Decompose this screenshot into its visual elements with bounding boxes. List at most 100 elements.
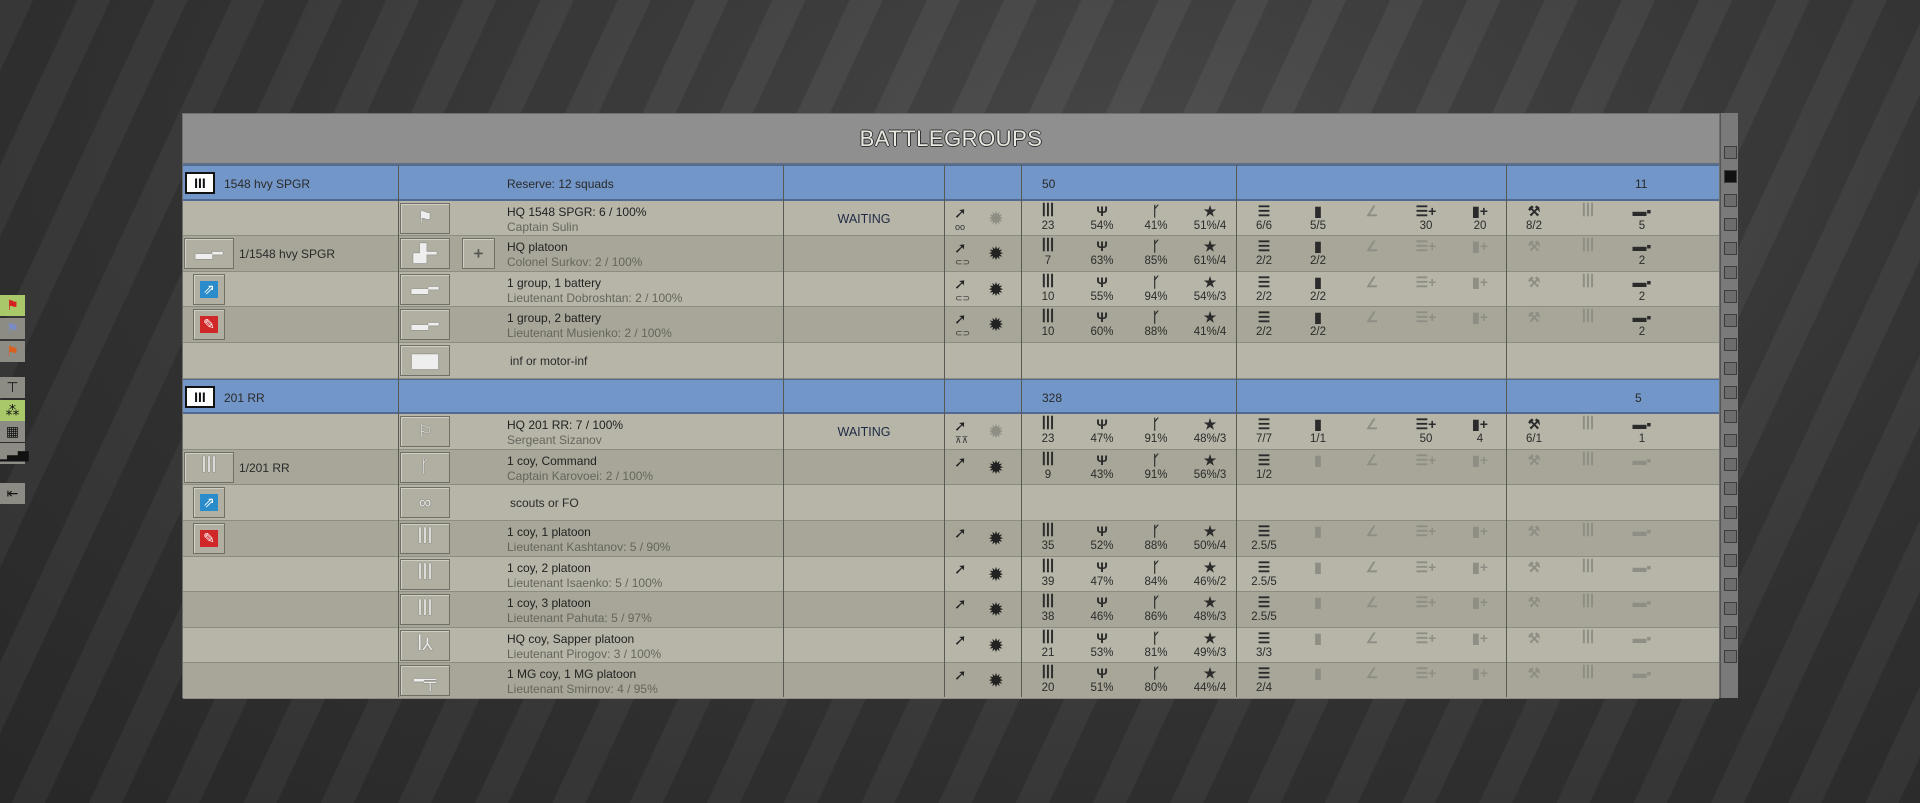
toolbar-button[interactable]: ⇤: [0, 483, 25, 504]
unit-type-button[interactable]: ▬━: [400, 273, 450, 305]
fire-order-icon[interactable]: ✹: [988, 457, 1004, 479]
toolbar-button[interactable]: ⚑: [0, 318, 25, 339]
move-order-icon[interactable]: ➚: [954, 596, 967, 614]
stat-ammo-supply: ☰+: [1399, 559, 1453, 575]
move-order-icon[interactable]: ➚: [954, 631, 967, 649]
scroll-step[interactable]: [1724, 338, 1737, 351]
fire-order-icon[interactable]: ✹: [988, 422, 1004, 444]
move-order-icon[interactable]: ➚: [954, 667, 967, 685]
scroll-step[interactable]: [1724, 626, 1737, 639]
unit-type-button[interactable]: ꟾꟾꟾ: [400, 558, 450, 590]
unit-row[interactable]: ✎ ▬━ 1 group, 2 battery Lieutenant Musienko…: [183, 307, 1719, 343]
scroll-step[interactable]: [1724, 578, 1737, 591]
toolbar-button[interactable]: ⚑: [0, 341, 25, 362]
artillery-icon: ∠: [1365, 202, 1379, 219]
fire-order-icon[interactable]: ✹: [988, 208, 1004, 230]
unit-button[interactable]: ▬━: [184, 238, 234, 270]
move-order-icon[interactable]: ➚: [954, 240, 967, 258]
export-button[interactable]: ⇗: [193, 273, 225, 305]
move-order-icon[interactable]: ➚: [954, 418, 967, 436]
scroll-step[interactable]: [1724, 314, 1737, 327]
toolbar-button[interactable]: ⁂: [0, 400, 25, 421]
scroll-step[interactable]: [1724, 434, 1737, 447]
add-button[interactable]: +: [462, 238, 495, 270]
scroll-step[interactable]: [1724, 362, 1737, 375]
move-order-icon[interactable]: ➚: [954, 275, 967, 293]
move-order-icon[interactable]: ➚: [954, 453, 967, 471]
group-header[interactable]: III 201 RR 328 5: [183, 378, 1719, 415]
scroll-step[interactable]: [1724, 650, 1737, 663]
red-flag-icon: ⚑: [6, 297, 19, 313]
stat-ammo-supply: ☰+: [1399, 238, 1453, 254]
fire-order-icon[interactable]: ✹: [988, 564, 1004, 586]
unit-type-button[interactable]: ⚑: [400, 202, 450, 234]
unit-type-button[interactable]: ∞: [400, 487, 450, 519]
unit-row[interactable]: ꟾ⅄ HQ coy, Sapper platoon Lieutenant Pirog…: [183, 627, 1719, 664]
scroll-step[interactable]: [1724, 458, 1737, 471]
stat-value: 3/3: [1256, 646, 1272, 659]
unit-type-button[interactable]: ▆▆: [400, 344, 450, 376]
fire-order-icon[interactable]: ✹: [988, 528, 1004, 550]
unit-leader: Colonel Surkov: 2 / 100%: [507, 255, 643, 270]
unit-row[interactable]: ⇗ ▬━ 1 group, 1 battery Lieutenant Dobrosht…: [183, 271, 1719, 308]
unit-row[interactable]: ⚐ HQ 201 RR: 7 / 100% Sergeant Sizanov WAIT…: [183, 414, 1719, 450]
scroll-step[interactable]: [1724, 554, 1737, 567]
stat-value: 6/1: [1526, 433, 1542, 446]
scroll-step[interactable]: [1724, 146, 1737, 159]
fire-order-icon[interactable]: ✹: [988, 635, 1004, 657]
unit-row[interactable]: ▆▆ inf or motor-inf: [183, 342, 1719, 379]
unit-row[interactable]: ▬━ 1/1548 hvy SPGR ▟━ + HQ platoon Colonel Su…: [183, 236, 1719, 272]
unit-row[interactable]: ✎ ꟾꟾꟾ 1 coy, 1 platoon Lieutenant Kashtanov…: [183, 520, 1719, 557]
move-order-icon[interactable]: ➚: [954, 311, 967, 329]
move-order-icon[interactable]: ➚: [954, 204, 967, 222]
edit-button[interactable]: ✎: [193, 522, 225, 554]
fire-order-icon[interactable]: ✹: [988, 600, 1004, 622]
unit-type-button[interactable]: ᚴ: [400, 451, 450, 483]
scroll-step[interactable]: [1724, 506, 1737, 519]
scrollbar[interactable]: [1720, 113, 1738, 698]
stat-ammo-supply: ☰+: [1399, 523, 1453, 539]
unit-type-button[interactable]: ━╤: [400, 665, 450, 697]
fire-order-icon[interactable]: ✹: [988, 315, 1004, 337]
scroll-step[interactable]: [1724, 170, 1737, 183]
group-name[interactable]: 201 RR: [224, 390, 265, 405]
unit-row[interactable]: ━╤ 1 MG coy, 1 MG platoon Lieutenant Smirn…: [183, 663, 1719, 699]
unit-type-button[interactable]: ꟾꟾꟾ: [400, 594, 450, 626]
export-button[interactable]: ⇗: [193, 487, 225, 519]
toolbar-button[interactable]: ▁▃▅: [0, 443, 29, 464]
scroll-step[interactable]: [1724, 410, 1737, 423]
fire-order-icon[interactable]: ✹: [988, 279, 1004, 301]
scroll-step[interactable]: [1724, 266, 1737, 279]
scroll-step[interactable]: [1724, 242, 1737, 255]
unit-row[interactable]: ⇗ ∞ scouts or FO: [183, 485, 1719, 521]
scroll-step[interactable]: [1724, 386, 1737, 399]
unit-type-button[interactable]: ▬━: [400, 309, 450, 341]
unit-row[interactable]: ꟾꟾꟾ 1/201 RR ᚴ 1 coy, Command Captain Karovo…: [183, 449, 1719, 486]
unit-leader: Sergeant Sizanov: [507, 433, 602, 448]
move-order-icon[interactable]: ➚: [954, 524, 967, 542]
scroll-step[interactable]: [1724, 482, 1737, 495]
unit-row[interactable]: ꟾꟾꟾ 1 coy, 2 platoon Lieutenant Isaenko: 5…: [183, 556, 1719, 593]
fire-order-icon[interactable]: ✹: [988, 671, 1004, 693]
unit-row[interactable]: ꟾꟾꟾ 1 coy, 3 platoon Lieutenant Pahuta: 5 …: [183, 592, 1719, 628]
move-order-icon[interactable]: ➚: [954, 560, 967, 578]
fire-order-icon[interactable]: ✹: [988, 244, 1004, 266]
toolbar-button[interactable]: ▦: [0, 421, 25, 442]
scroll-step[interactable]: [1724, 218, 1737, 231]
scroll-step[interactable]: [1724, 194, 1737, 207]
stat-morale: Ψ 47%: [1075, 559, 1129, 589]
toolbar-button[interactable]: ⚑: [0, 295, 25, 316]
unit-type-button[interactable]: ⚐: [400, 416, 450, 448]
group-header[interactable]: III 1548 hvy SPGR Reserve: 12 squads 50 11: [183, 165, 1719, 201]
unit-type-button[interactable]: ꟾꟾꟾ: [400, 522, 450, 554]
unit-row[interactable]: ⚑ HQ 1548 SPGR: 6 / 100% Captain Sulin WAIT…: [183, 200, 1719, 237]
toolbar-button[interactable]: ⊤: [0, 377, 25, 398]
unit-type-button[interactable]: ꟾ⅄: [400, 629, 450, 661]
unit-button[interactable]: ꟾꟾꟾ: [184, 451, 234, 483]
scroll-step[interactable]: [1724, 530, 1737, 543]
scroll-step[interactable]: [1724, 602, 1737, 615]
scroll-step[interactable]: [1724, 290, 1737, 303]
group-name[interactable]: 1548 hvy SPGR: [224, 177, 311, 191]
unit-type-button[interactable]: ▟━: [400, 238, 450, 270]
edit-button[interactable]: ✎: [193, 309, 225, 341]
